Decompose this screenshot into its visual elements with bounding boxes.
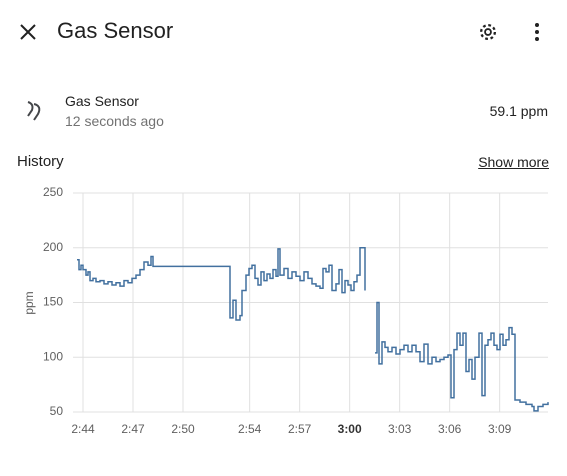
series-line bbox=[77, 247, 549, 412]
y-tick-label: 50 bbox=[50, 404, 64, 418]
entity-state: 59.1 ppm bbox=[489, 103, 548, 119]
y-tick-label: 250 bbox=[43, 185, 63, 199]
x-tick-label: 2:50 bbox=[171, 422, 195, 436]
entity-name: Gas Sensor bbox=[65, 93, 139, 109]
y-tick-label: 100 bbox=[43, 349, 63, 363]
dialog-title: Gas Sensor bbox=[57, 18, 174, 43]
x-tick-label: 3:00 bbox=[338, 422, 362, 436]
x-tick-label: 2:54 bbox=[238, 422, 262, 436]
last-changed: 12 seconds ago bbox=[65, 113, 164, 129]
close-button[interactable] bbox=[18, 22, 38, 42]
x-tick-label: 2:57 bbox=[288, 422, 312, 436]
settings-button[interactable] bbox=[477, 21, 499, 43]
history-heading: History bbox=[17, 153, 64, 170]
y-tick-label: 200 bbox=[43, 240, 63, 254]
show-more-link[interactable]: Show more bbox=[478, 154, 549, 170]
menu-button[interactable] bbox=[527, 21, 547, 43]
x-tick-label: 2:44 bbox=[71, 422, 95, 436]
entity-icon bbox=[27, 101, 41, 121]
y-tick-label: 150 bbox=[43, 295, 63, 309]
x-tick-label: 3:03 bbox=[388, 422, 412, 436]
x-tick-label: 2:47 bbox=[121, 422, 145, 436]
y-axis-label: ppm bbox=[22, 291, 36, 314]
x-tick-label: 3:06 bbox=[438, 422, 462, 436]
x-tick-label: 3:09 bbox=[488, 422, 512, 436]
